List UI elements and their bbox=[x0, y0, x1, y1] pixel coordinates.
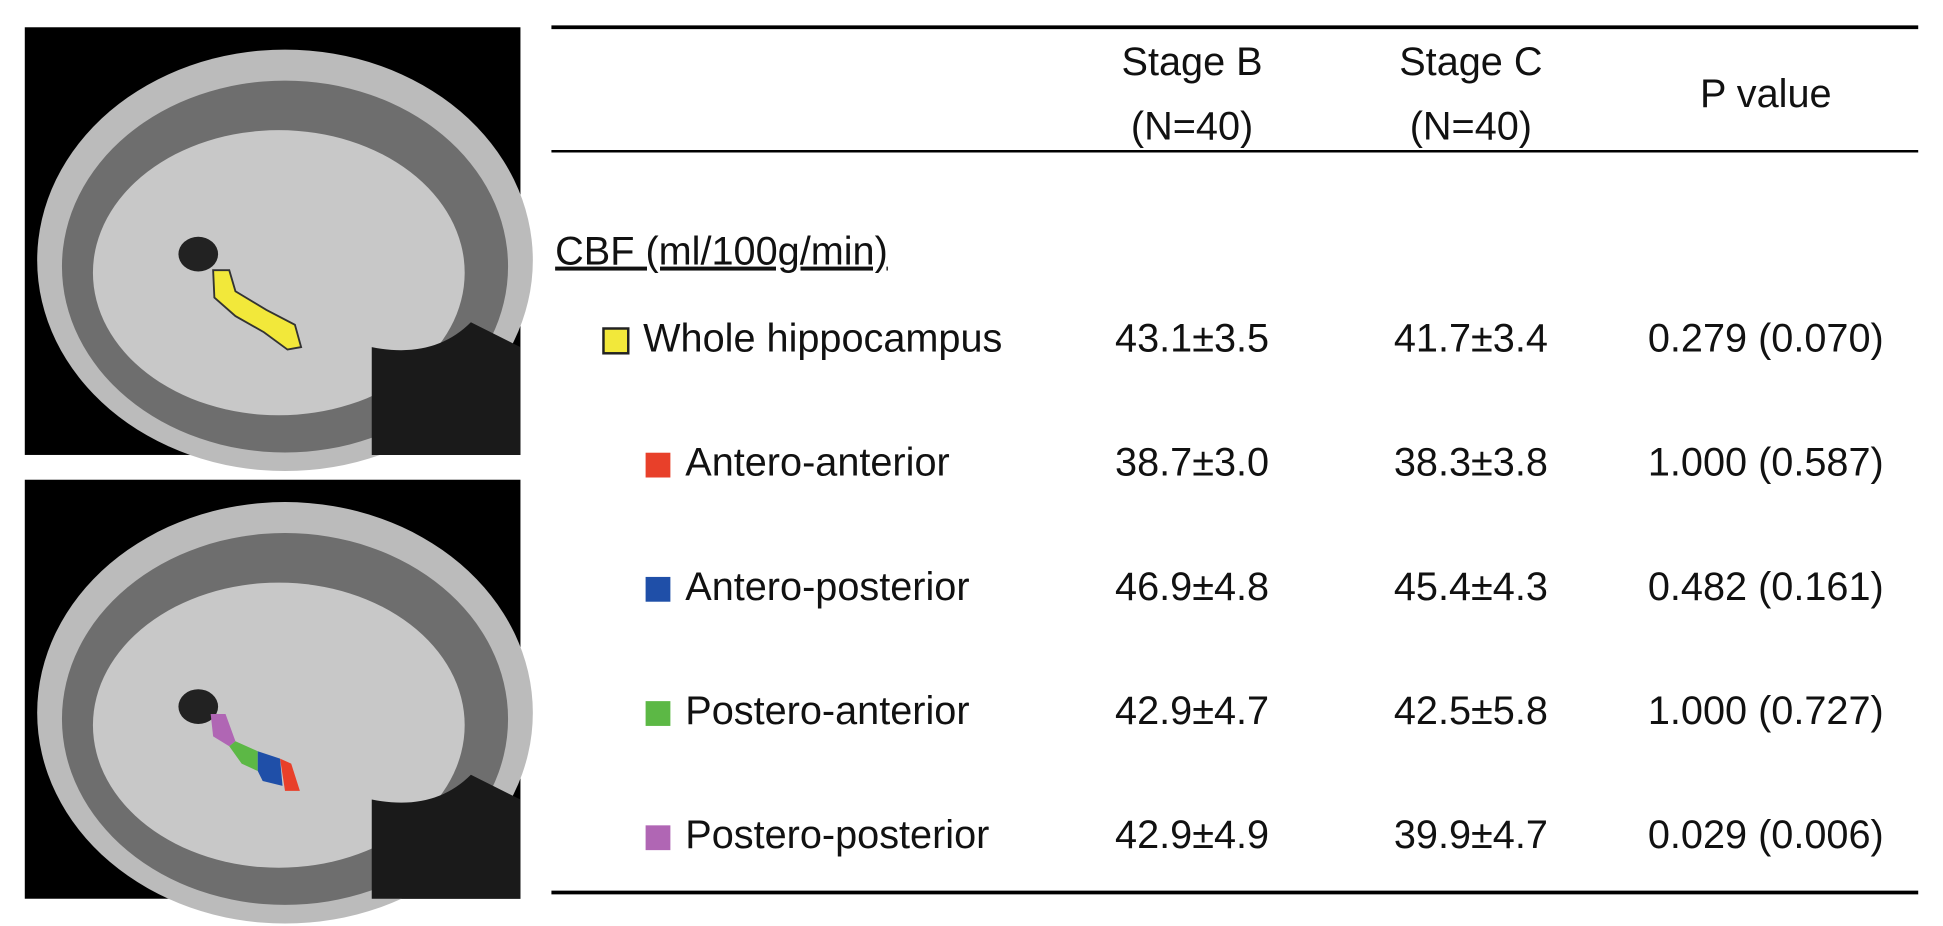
stage-b: 46.9±4.8 bbox=[1115, 565, 1269, 609]
stage-b: 43.1±3.5 bbox=[1115, 316, 1269, 360]
stage-c: 38.3±3.8 bbox=[1394, 441, 1548, 485]
stage-c: 39.9±4.7 bbox=[1394, 813, 1548, 857]
stage-b: 38.7±3.0 bbox=[1115, 441, 1269, 485]
row-label: Antero-anterior bbox=[685, 441, 949, 485]
stage-b: 42.9±4.7 bbox=[1115, 689, 1269, 733]
stage-b: 42.9±4.9 bbox=[1115, 813, 1269, 857]
header: Stage B bbox=[1122, 40, 1263, 84]
swatch bbox=[645, 701, 671, 726]
row-label: Whole hippocampus bbox=[643, 316, 1002, 360]
swatch bbox=[645, 576, 671, 602]
header: P value bbox=[1700, 72, 1832, 116]
p-value: 1.000 (0.727) bbox=[1648, 689, 1884, 733]
p-value: 1.000 (0.587) bbox=[1648, 441, 1884, 485]
header: (N=40) bbox=[1131, 104, 1253, 148]
header: (N=40) bbox=[1410, 104, 1532, 148]
row-label: Postero-posterior bbox=[685, 813, 989, 857]
header: Stage C bbox=[1399, 40, 1542, 84]
swatch bbox=[602, 327, 630, 355]
mri-bottom bbox=[24, 479, 533, 924]
stage-c: 42.5±5.8 bbox=[1394, 689, 1548, 733]
stage-c: 41.7±3.4 bbox=[1394, 316, 1548, 360]
mri-top bbox=[24, 27, 533, 472]
stage-c: 45.4±4.3 bbox=[1394, 565, 1548, 609]
swatch bbox=[645, 452, 671, 478]
row-label: Antero-posterior bbox=[685, 565, 969, 609]
p-value: 0.482 (0.161) bbox=[1648, 565, 1884, 609]
section-label: CBF (ml/100g/min) bbox=[555, 230, 888, 274]
p-value: 0.029 (0.006) bbox=[1648, 813, 1884, 857]
swatch bbox=[645, 825, 671, 851]
p-value: 0.279 (0.070) bbox=[1648, 316, 1884, 360]
row-label: Postero-anterior bbox=[685, 689, 969, 733]
